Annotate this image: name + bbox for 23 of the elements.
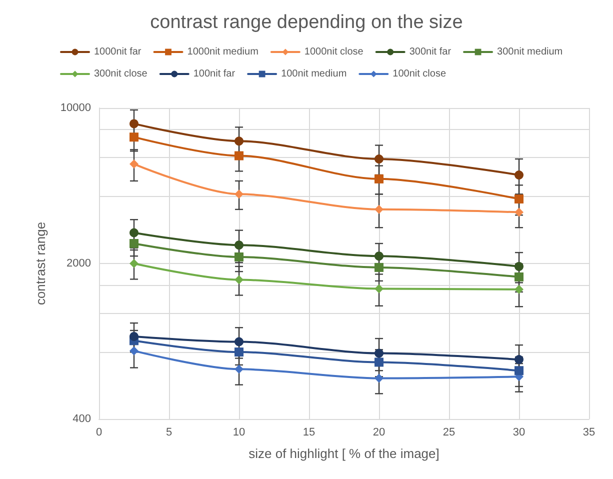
legend-label: 100nit close: [392, 68, 446, 80]
x-tick-label: 10: [232, 426, 246, 438]
x-tick-label: 25: [442, 426, 456, 438]
y-tick-label: 10000: [60, 102, 91, 114]
legend-label: 1000nit medium: [187, 46, 258, 58]
x-tick-label: 35: [582, 426, 596, 438]
legend-label: 100nit far: [193, 68, 236, 80]
legend-label: 1000nit close: [304, 46, 364, 58]
legend-label: 300nit close: [94, 68, 148, 80]
legend-label: 1000nit far: [94, 46, 142, 58]
legend-label: 100nit medium: [281, 68, 347, 80]
y-tick-label: 2000: [66, 258, 91, 270]
x-tick-label: 15: [302, 426, 316, 438]
y-tick-label: 400: [72, 413, 91, 425]
x-axis-title: size of highlight [ % of the image]: [248, 446, 440, 461]
x-tick-label: 30: [512, 426, 526, 438]
x-tick-label: 20: [372, 426, 386, 438]
legend-label: 300nit far: [409, 46, 452, 58]
chart-title: contrast range depending on the size: [150, 12, 463, 33]
x-tick-label: 0: [96, 426, 102, 438]
y-axis-title: contrast range: [33, 222, 48, 306]
x-tick-label: 5: [166, 426, 172, 438]
legend-label: 300nit medium: [497, 46, 563, 58]
